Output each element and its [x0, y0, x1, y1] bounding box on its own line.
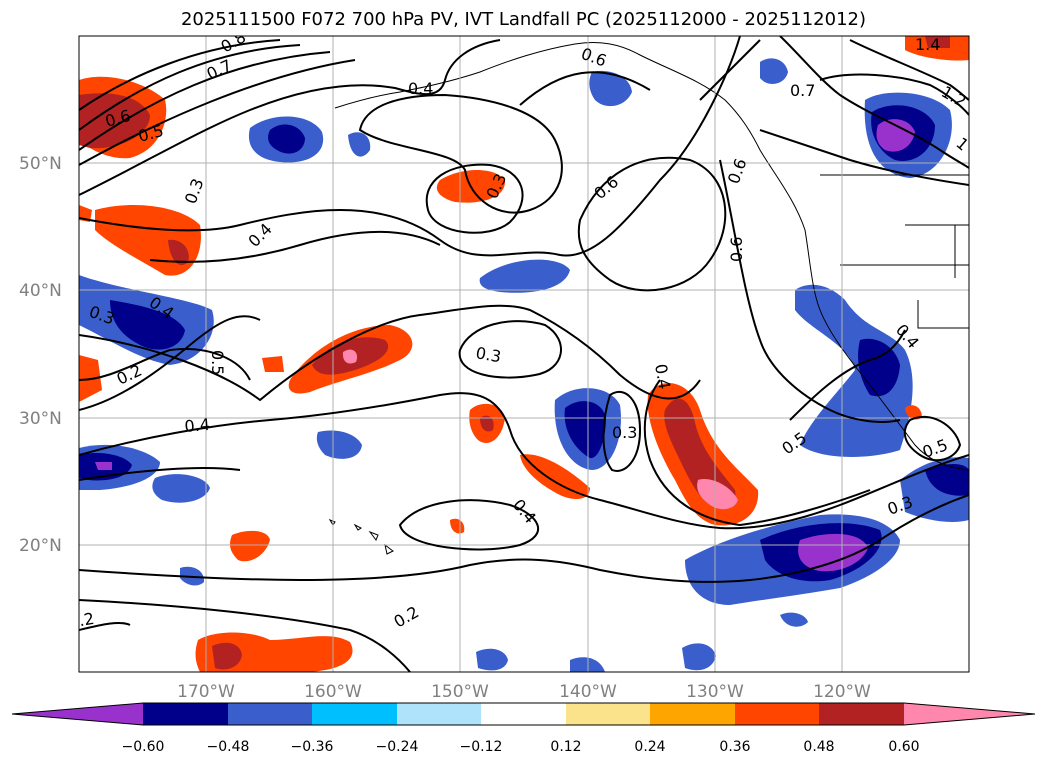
colorbar-tick-label: 0.60 — [888, 739, 919, 755]
colorbar-segment — [12, 703, 143, 725]
colorbar-tick-label: 0.36 — [719, 739, 750, 755]
colorbar-tick-label: −0.12 — [460, 739, 503, 755]
colorbar-tick-label: −0.36 — [291, 739, 334, 755]
colorbar-segment — [143, 703, 228, 725]
colorbar-ticks: −0.60 −0.48 −0.36 −0.24 −0.12 0.12 0.24 … — [122, 739, 920, 755]
colorbar-segment — [904, 703, 1035, 725]
colorbar-segment — [397, 703, 481, 725]
coastlines — [328, 42, 969, 555]
map-plot-area: 0.8 0.7 0.6 0.5 0.4 0.3 0.4 0.3 0.6 0.6 … — [67, 35, 969, 672]
map-title: 2025111500 F072 700 hPa PV, IVT Landfall… — [180, 9, 867, 30]
colorbar-segment — [566, 703, 650, 725]
colorbar-segment — [819, 703, 904, 725]
contour-label: 0.3 — [612, 423, 637, 442]
lon-label-140w: 140°W — [559, 682, 617, 702]
contour-label: 0.3 — [474, 343, 502, 366]
lat-label-30n: 30°N — [19, 409, 62, 429]
colorbar-outline — [11, 702, 1036, 726]
contour-label: 0.6 — [727, 237, 746, 262]
contour-label: 0.5 — [208, 350, 227, 375]
colorbar-tick-label: −0.24 — [376, 739, 419, 755]
lat-label-50n: 50°N — [19, 154, 62, 174]
contour-label: 0.2 — [67, 609, 95, 632]
lon-label-130w: 130°W — [686, 682, 744, 702]
colorbar: −0.60 −0.48 −0.36 −0.24 −0.12 0.12 0.24 … — [11, 702, 1036, 755]
colorbar-tick-label: −0.48 — [207, 739, 250, 755]
longitude-labels: 170°W 160°W 150°W 140°W 130°W 120°W — [177, 682, 871, 702]
latitude-labels: 50°N 40°N 30°N 20°N — [19, 154, 62, 556]
map-frame — [78, 35, 970, 673]
lon-label-170w: 170°W — [177, 682, 235, 702]
colorbar-segment — [735, 703, 819, 725]
contour-label: 0.4 — [408, 79, 433, 98]
colorbar-segment — [228, 703, 312, 725]
colorbar-tick-label: −0.60 — [122, 739, 165, 755]
lat-label-20n: 20°N — [19, 536, 62, 556]
ivt-contours — [79, 36, 969, 672]
lat-label-40n: 40°N — [19, 281, 62, 301]
colorbar-segment — [312, 703, 397, 725]
colorbar-tick-label: 0.48 — [803, 739, 834, 755]
colorbar-tick-label: 0.12 — [550, 739, 581, 755]
contour-label: 0.4 — [184, 415, 211, 436]
contour-label: 0.4 — [651, 362, 674, 390]
lon-label-150w: 150°W — [431, 682, 489, 702]
colorbar-segment — [481, 703, 566, 725]
lon-label-160w: 160°W — [304, 682, 362, 702]
lon-label-120w: 120°W — [813, 682, 871, 702]
contour-label: 1.4 — [915, 35, 940, 54]
colorbar-tick-label: 0.24 — [634, 739, 665, 755]
colorbar-segment — [650, 703, 735, 725]
contour-label: 0.7 — [790, 81, 815, 100]
